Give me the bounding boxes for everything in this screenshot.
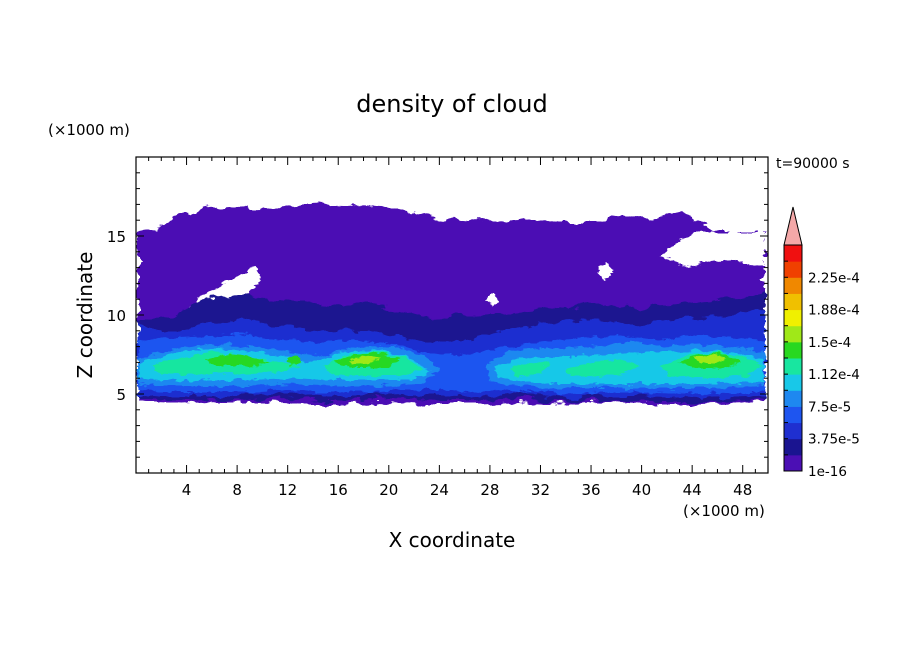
x-tick-label: 36 — [581, 481, 600, 499]
colorbar-label: 1e-16 — [808, 464, 847, 480]
chart-title: density of cloud — [356, 90, 547, 118]
colorbar-label: 3.75e-5 — [808, 432, 860, 448]
cloud-gap — [596, 262, 614, 280]
colorbar-label: 1.5e-4 — [808, 335, 851, 351]
contour-level-7 — [566, 360, 640, 376]
contour-level-9 — [694, 355, 726, 363]
colorbar-swatch — [784, 374, 802, 391]
colorbar-swatch — [784, 245, 802, 262]
colorbar-swatch — [784, 293, 802, 311]
cloud-gap — [486, 292, 498, 306]
colorbar-swatch — [784, 438, 802, 456]
x-tick-label: 16 — [329, 481, 348, 499]
x-tick-label: 24 — [430, 481, 449, 499]
x-tick-label: 40 — [632, 481, 651, 499]
x-tick-label: 32 — [531, 481, 550, 499]
x-tick-label: 12 — [278, 481, 297, 499]
colorbar-swatch — [784, 341, 802, 359]
y-axis-ticks: 5 10 15 — [107, 172, 768, 458]
colorbar-swatch — [784, 390, 802, 407]
colorbar-swatch — [784, 422, 802, 440]
y-unit-label: (×1000 m) — [48, 121, 130, 139]
cloud-gap — [660, 232, 765, 268]
x-axis-label: X coordinate — [389, 528, 516, 552]
colorbar: 1e-16 3.75e-5 7.5e-5 1.12e-4 1.5e-4 1.88e-4 2.… — [783, 206, 860, 480]
colorbar-label: 2.25e-4 — [808, 270, 860, 286]
y-axis-label: Z coordinate — [73, 252, 97, 379]
colorbar-label: 1.12e-4 — [808, 367, 860, 383]
contour-level-7 — [510, 362, 550, 376]
contour-field — [138, 204, 765, 404]
colorbar-swatch — [784, 277, 802, 294]
contour-level-9 — [350, 356, 380, 364]
colorbar-label: 7.5e-5 — [808, 399, 851, 415]
x-tick-label: 4 — [182, 481, 192, 499]
x-tick-label: 28 — [480, 481, 499, 499]
colorbar-label: 1.88e-4 — [808, 303, 860, 319]
contour-level-8 — [205, 354, 270, 366]
colorbar-extend-arrow — [783, 206, 803, 246]
y-tick-label: 10 — [107, 307, 126, 325]
time-label: t=90000 s — [776, 156, 850, 172]
x-tick-label: 20 — [379, 481, 398, 499]
colorbar-swatch — [784, 325, 802, 343]
contour-level-8 — [286, 356, 304, 366]
colorbar-swatch — [784, 261, 802, 278]
colorbar-swatch — [784, 454, 802, 472]
x-tick-label: 48 — [733, 481, 752, 499]
colorbar-swatch — [784, 358, 802, 375]
x-tick-label: 44 — [683, 481, 702, 499]
x-tick-label: 8 — [232, 481, 242, 499]
x-unit-label: (×1000 m) — [683, 502, 765, 520]
y-tick-label: 5 — [116, 386, 126, 404]
colorbar-swatch — [784, 406, 802, 424]
y-tick-label: 15 — [107, 228, 126, 246]
colorbar-swatch — [784, 309, 802, 327]
x-axis-ticks: 4 8 12 16 20 24 28 32 36 40 44 48 — [148, 157, 756, 499]
